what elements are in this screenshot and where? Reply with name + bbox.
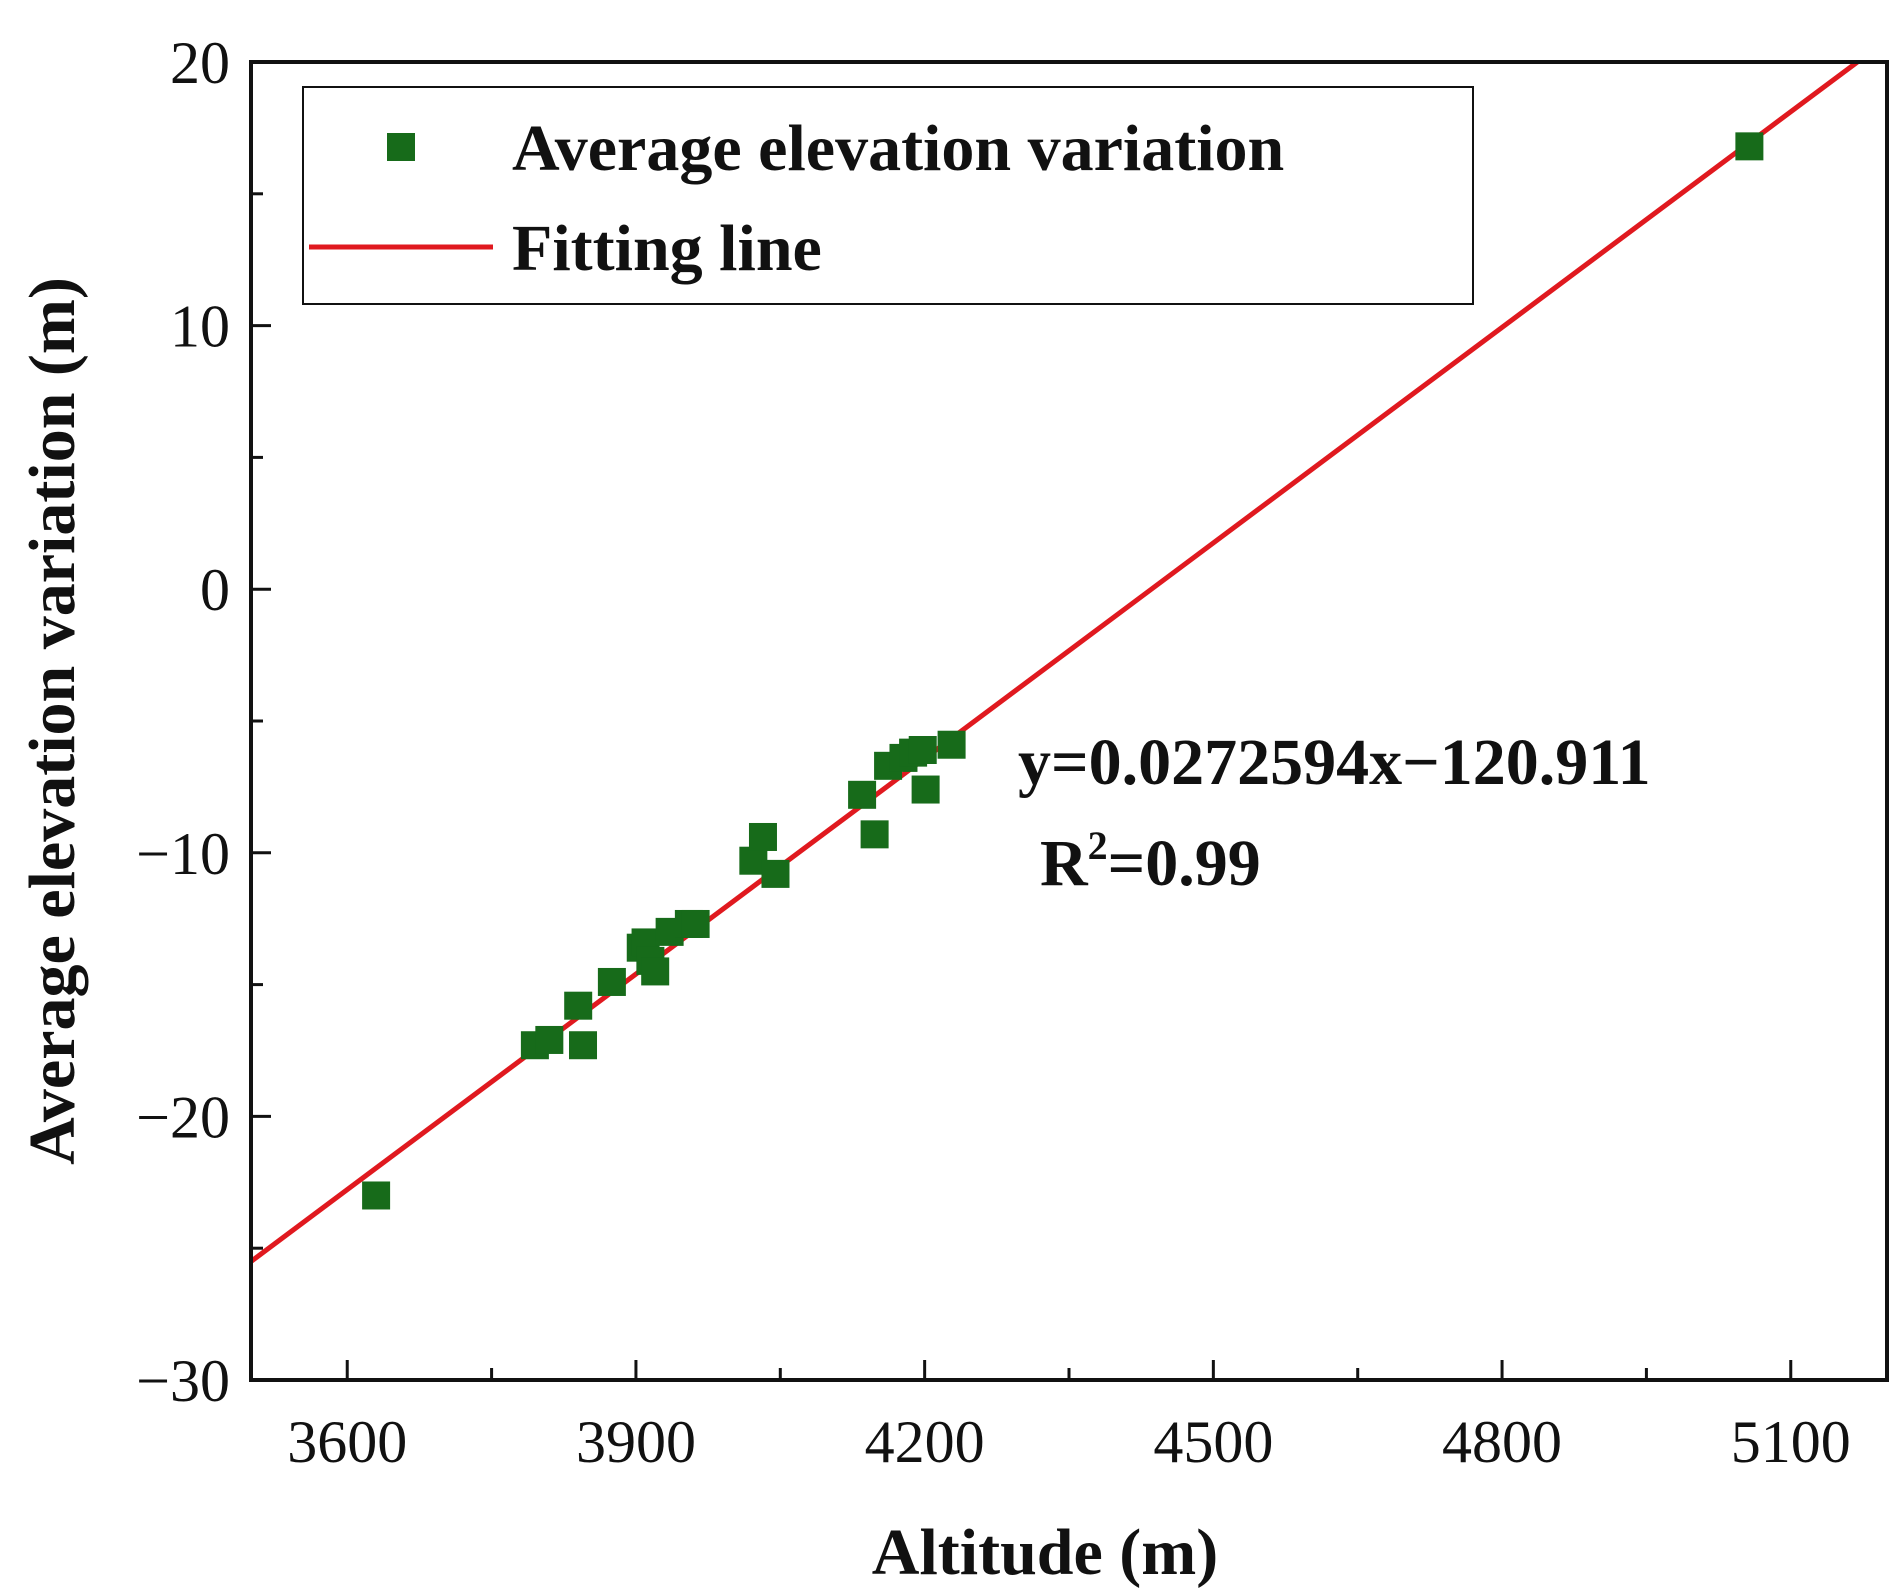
x-tick-label: 4500 [1153,1409,1273,1475]
x-tick-label: 3900 [576,1409,696,1475]
plot-frame [249,60,1889,1382]
legend: Average elevation variation Fitting line [302,86,1474,305]
data-point [911,775,940,804]
data-point [748,822,777,851]
x-axis-title: Altitude (m) [872,1516,1218,1589]
data-point [908,735,937,764]
y-tick-label: 10 [170,294,230,360]
y-tick-label: −10 [136,821,230,887]
data-point [362,1181,391,1210]
data-point [597,967,626,996]
r-squared: R2=0.99 [1040,823,1261,900]
y-tick-label: 0 [200,557,230,623]
y-tick-label: 20 [170,30,230,96]
y-tick-label: −30 [136,1348,230,1414]
y-tick-label: −20 [136,1084,230,1150]
legend-box [302,86,1474,305]
data-point [1735,132,1764,161]
y-axis-title: Average elevation variation (m) [16,277,89,1165]
legend-label-fit: Fitting line [512,212,822,285]
r-squared-prefix: R [1040,827,1089,900]
legend-square-marker [387,133,415,161]
x-tick-label: 5100 [1731,1409,1851,1475]
data-point [641,957,670,986]
data-point [848,780,877,809]
data-point [569,1031,598,1060]
x-tick-labels: 3600 3900 4200 4500 4800 5100 [287,1409,1851,1475]
data-point [681,909,710,938]
y-tick-labels: −30 −20 −10 0 10 20 [136,30,230,1414]
data-point [937,730,966,759]
data-point [761,859,790,888]
x-tick-label: 4200 [865,1409,985,1475]
data-point [860,820,889,849]
fit-equation: y=0.0272594x−120.911 [1018,726,1651,799]
data-point [535,1025,564,1054]
r-squared-exponent: 2 [1088,823,1108,868]
scatter-points [362,132,1764,1210]
x-tick-label: 4800 [1442,1409,1562,1475]
data-point [564,991,593,1020]
legend-label-scatter: Average elevation variation [512,112,1284,185]
x-tick-label: 3600 [287,1409,407,1475]
r-squared-value: =0.99 [1108,827,1261,900]
